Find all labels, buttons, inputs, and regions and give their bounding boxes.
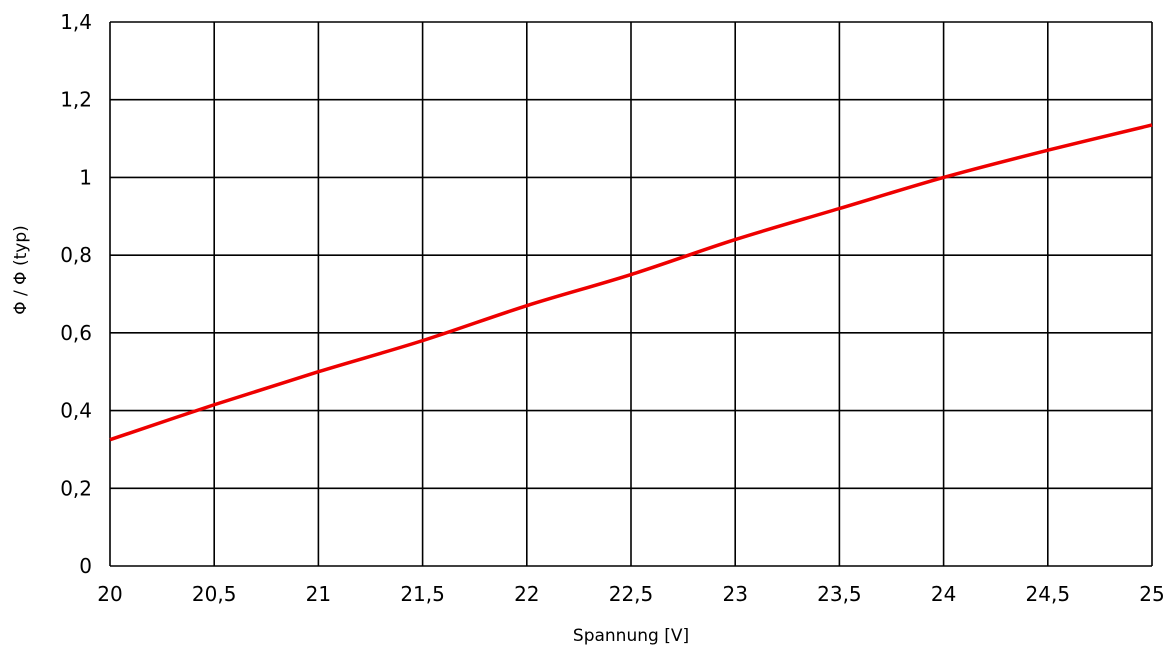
y-tick-label: 0,6 (60, 321, 92, 345)
y-tick-label: 1,2 (60, 88, 92, 112)
x-axis-title: Spannung [V] (573, 626, 689, 646)
y-tick-labels: 0 0,2 0,4 0,6 0,8 1 1,2 1,4 (60, 10, 92, 578)
x-tick-label: 25 (1139, 582, 1164, 606)
y-tick-label: 0,2 (60, 476, 92, 500)
y-tick-label: 1,4 (60, 10, 92, 34)
grid-lines (109, 21, 1153, 567)
x-tick-label: 20,5 (192, 582, 237, 606)
y-tick-label: 0,4 (60, 399, 92, 423)
y-tick-label: 0,8 (60, 243, 92, 267)
y-tick-label: 1 (79, 165, 92, 189)
x-tick-label: 22 (514, 582, 539, 606)
x-tick-label: 21,5 (400, 582, 445, 606)
x-tick-label: 21 (306, 582, 331, 606)
x-tick-label: 23,5 (817, 582, 862, 606)
x-tick-label: 20 (97, 582, 122, 606)
y-tick-label: 0 (79, 554, 92, 578)
series-layer (109, 123, 1153, 442)
x-tick-label: 22,5 (609, 582, 654, 606)
x-tick-labels: 20 20,5 21 21,5 22 22,5 23 23,5 24 24,5 25 (97, 582, 1164, 606)
x-tick-label: 24,5 (1026, 582, 1071, 606)
y-axis-title: Φ / Φ (typ) (11, 225, 31, 314)
x-tick-label: 23 (722, 582, 747, 606)
series-line (109, 123, 1153, 442)
x-tick-label: 24 (931, 582, 956, 606)
